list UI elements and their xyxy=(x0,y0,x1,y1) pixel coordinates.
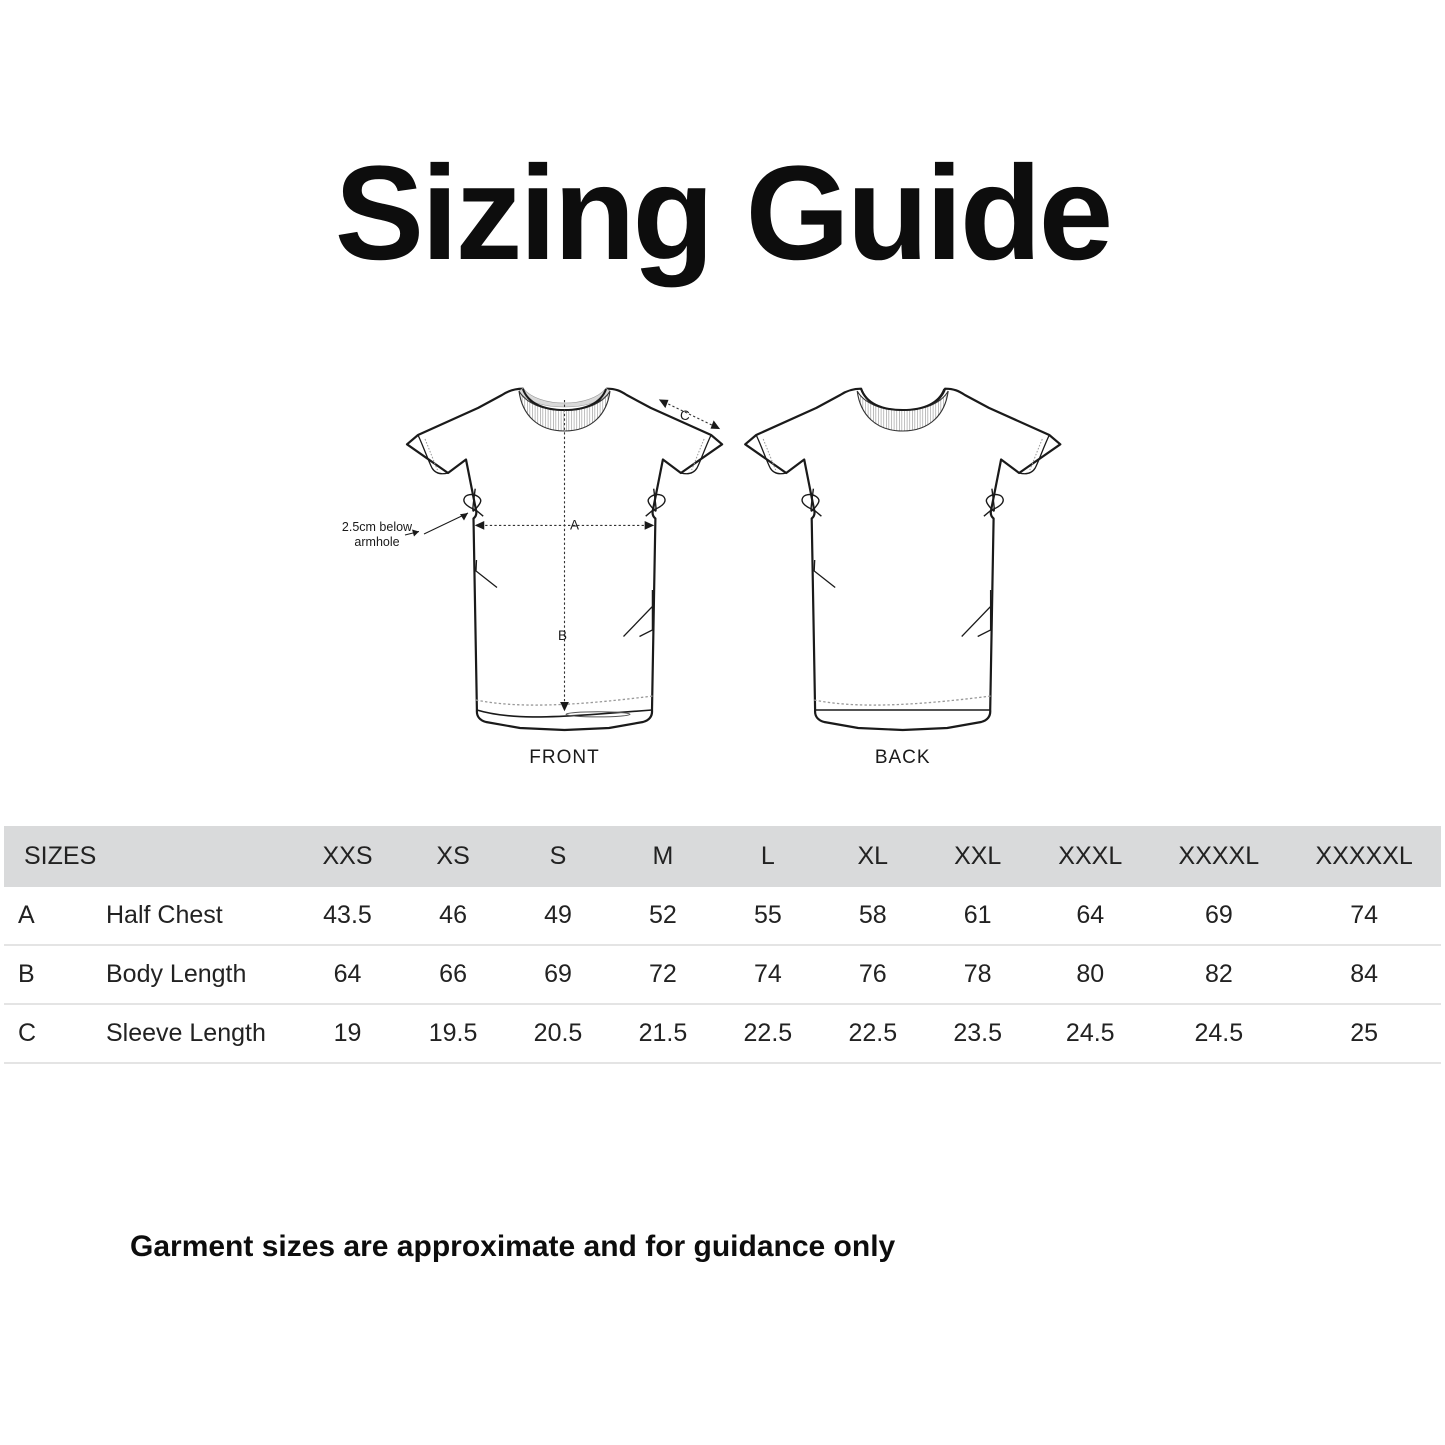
svg-text:B: B xyxy=(558,628,567,643)
svg-text:BACK: BACK xyxy=(875,747,931,768)
svg-text:FRONT: FRONT xyxy=(529,747,599,768)
svg-text:armhole: armhole xyxy=(354,535,399,549)
svg-text:A: A xyxy=(570,518,579,533)
svg-text:C: C xyxy=(680,408,690,423)
svg-text:2.5cm below: 2.5cm below xyxy=(342,520,413,534)
